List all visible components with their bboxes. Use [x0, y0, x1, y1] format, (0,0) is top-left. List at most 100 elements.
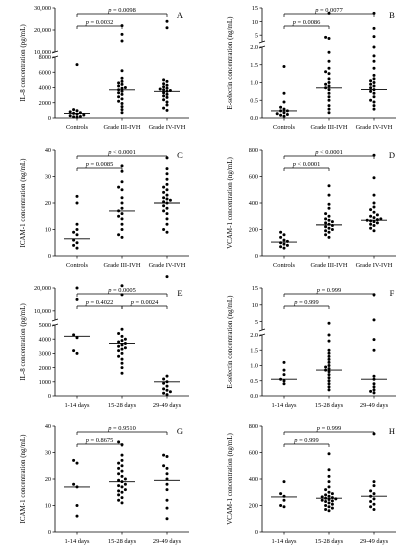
- data-point: [120, 371, 124, 375]
- x-tick-label: Grade III-IVH: [310, 124, 347, 131]
- p-value-label: p = 0.999: [316, 425, 341, 432]
- data-point: [75, 228, 79, 231]
- data-point: [327, 333, 331, 337]
- data-point: [372, 497, 376, 501]
- data-point: [165, 488, 169, 492]
- data-point: [123, 488, 127, 492]
- data-point: [120, 180, 124, 184]
- data-point: [117, 84, 121, 88]
- data-point: [162, 377, 166, 381]
- data-point: [282, 233, 286, 237]
- y-tick-label: 1.5: [250, 62, 258, 69]
- data-point: [327, 501, 331, 505]
- data-point: [162, 391, 166, 395]
- data-point: [324, 229, 328, 233]
- data-point: [372, 81, 376, 84]
- data-point: [162, 98, 166, 102]
- p-value-label: p < 0.0001: [107, 149, 136, 156]
- y-tick-label: 0: [48, 115, 51, 122]
- x-tick-label: 15-28 days: [108, 402, 137, 409]
- data-point: [372, 318, 376, 322]
- x-tick-label: Grade III-IVH: [103, 124, 140, 131]
- data-point: [372, 100, 376, 104]
- y-tick-label: 15: [252, 5, 258, 12]
- data-point: [327, 357, 331, 361]
- data-point: [327, 498, 331, 501]
- data-point: [123, 482, 127, 486]
- data-point: [327, 364, 331, 367]
- data-point: [327, 235, 331, 239]
- data-point: [120, 361, 124, 365]
- data-point: [120, 453, 124, 457]
- data-point: [162, 381, 166, 385]
- data-point: [72, 243, 76, 247]
- data-point: [72, 349, 76, 353]
- data-point: [75, 351, 79, 355]
- data-point: [324, 217, 328, 221]
- data-point: [282, 246, 286, 250]
- data-point: [330, 492, 334, 496]
- panel-letter: A: [177, 10, 184, 20]
- data-point: [117, 91, 121, 95]
- data-point: [120, 196, 124, 200]
- axis-break-mark: [51, 318, 59, 322]
- data-point: [162, 91, 166, 95]
- y-tick-label: 0: [255, 529, 258, 536]
- data-point: [369, 389, 373, 393]
- x-tick-label: 1-14 days: [271, 402, 297, 409]
- panel-d: 0 200 400 600 800 VCAM-1 concentration (ng/mL…: [226, 147, 396, 269]
- data-point: [168, 198, 172, 202]
- data-point: [162, 190, 166, 194]
- data-point: [72, 115, 76, 119]
- data-point: [372, 84, 376, 88]
- data-point: [372, 480, 376, 484]
- data-point: [75, 222, 79, 226]
- panel-letter: H: [389, 426, 395, 436]
- data-point: [165, 103, 169, 107]
- p-value-label: p = 0.0005: [107, 287, 136, 294]
- data-point: [327, 230, 331, 234]
- y-tick-label: 1.0: [250, 80, 258, 87]
- data-point: [117, 498, 121, 502]
- data-point: [372, 35, 376, 39]
- data-point: [327, 509, 331, 513]
- data-point: [162, 464, 166, 468]
- x-tick-label: 29-49 days: [153, 538, 182, 545]
- y-tick-label: 4000: [39, 85, 51, 92]
- data-point: [165, 172, 169, 176]
- y-axis-label: IL-8 concentration (pg/mL): [19, 303, 27, 381]
- data-point: [327, 360, 331, 364]
- data-point: [72, 230, 76, 234]
- data-point: [120, 351, 124, 355]
- data-point: [162, 185, 166, 189]
- y-tick-label: 600: [249, 174, 258, 181]
- data-point: [75, 194, 79, 198]
- data-point: [120, 235, 124, 239]
- data-point: [327, 385, 331, 389]
- data-point: [282, 65, 286, 68]
- data-point: [117, 81, 121, 85]
- data-point: [372, 95, 376, 99]
- data-point: [279, 235, 283, 239]
- data-point: [372, 388, 376, 392]
- data-point: [327, 452, 331, 456]
- data-point: [282, 505, 286, 509]
- data-point: [327, 226, 331, 230]
- data-point: [372, 59, 376, 63]
- data-point: [327, 107, 331, 111]
- y-tick-label: 10: [252, 19, 258, 26]
- data-point: [120, 79, 124, 83]
- data-point: [120, 217, 124, 221]
- y-tick-label: 2.0: [250, 332, 258, 339]
- data-point: [165, 517, 169, 521]
- data-point: [120, 501, 124, 505]
- y-tick-label: 10: [45, 227, 51, 234]
- data-point: [117, 489, 121, 493]
- data-point: [162, 209, 166, 213]
- data-point: [369, 86, 373, 90]
- data-point: [282, 360, 286, 364]
- data-point: [372, 391, 376, 395]
- p-value-label: p = 0.999: [316, 287, 341, 294]
- y-axis-label: VCAM-1 concentration (ng/mL): [226, 432, 234, 524]
